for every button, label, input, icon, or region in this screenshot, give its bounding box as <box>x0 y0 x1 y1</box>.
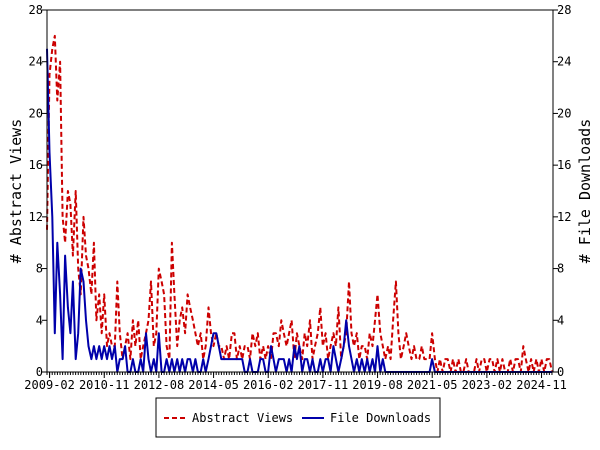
legend-label-abstract-views: Abstract Views <box>192 411 293 425</box>
legend: Abstract Views File Downloads <box>155 397 441 438</box>
series-line-abstract-views <box>46 34 554 373</box>
x-tick-label: 2016-02 <box>243 378 294 392</box>
y-tick-label-right: 8 <box>557 262 564 276</box>
x-tick-label: 2012-08 <box>134 378 185 392</box>
y-tick-label-left: 16 <box>29 158 43 172</box>
legend-label-file-downloads: File Downloads <box>330 411 431 425</box>
y-tick-label-left: 4 <box>36 313 43 327</box>
axis-layer: 0 0 4 4 8 8 12 12 16 16 20 20 24 24 28 28 2009-02 2010-11… <box>24 3 571 392</box>
y-tick-label-right: 20 <box>557 106 571 120</box>
y-tick-label-right: 24 <box>557 55 571 69</box>
y-axis-left-title: # Abstract Views <box>7 119 25 264</box>
y-tick-label-left: 8 <box>36 262 43 276</box>
y-tick-label-left: 20 <box>29 106 43 120</box>
y-tick-label-left: 0 <box>36 365 43 379</box>
y-tick-label-left: 28 <box>29 3 43 17</box>
x-tick-label: 2024-11 <box>516 378 567 392</box>
y-tick-label-right: 4 <box>557 313 564 327</box>
y-tick-label-right: 28 <box>557 3 571 17</box>
y-tick-label-right: 0 <box>557 365 564 379</box>
x-tick-label: 2014-05 <box>188 378 239 392</box>
legend-box <box>155 397 441 438</box>
x-tick-label: 2010-11 <box>79 378 130 392</box>
x-tick-label: 2009-02 <box>24 378 75 392</box>
x-tick-label: 2017-11 <box>298 378 349 392</box>
x-tick-label: 2021-05 <box>407 378 458 392</box>
x-tick-label: 2023-02 <box>462 378 513 392</box>
plot-frame <box>46 9 554 373</box>
y-tick-label-left: 12 <box>29 210 43 224</box>
x-tick-label: 2019-08 <box>352 378 403 392</box>
y-tick-label-left: 24 <box>29 55 43 69</box>
y-tick-label-right: 12 <box>557 210 571 224</box>
y-axis-right-title: # File Downloads <box>576 119 594 264</box>
y-tick-label-right: 16 <box>557 158 571 172</box>
